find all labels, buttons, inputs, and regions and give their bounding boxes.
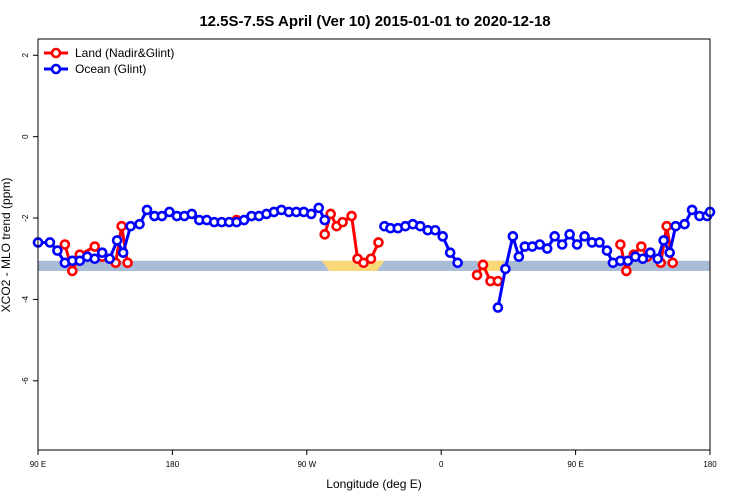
chart-title: 12.5S-7.5S April (Ver 10) 2015-01-01 to … — [199, 13, 550, 30]
ocean-point — [52, 245, 63, 256]
ocean-point — [492, 302, 504, 313]
ocean-point — [96, 247, 108, 258]
legend-label: Ocean (Glint) — [75, 62, 146, 76]
ocean-point — [601, 245, 613, 256]
y-axis: 2 0 -2 -4 -6 — [21, 53, 38, 385]
land-point — [67, 265, 78, 277]
series-layer — [32, 202, 716, 313]
ocean-point — [594, 237, 605, 248]
land-point — [346, 210, 357, 222]
x-tick-label: 0 — [439, 460, 444, 469]
x-tick-label: 90 E — [30, 460, 46, 469]
ocean-point — [74, 255, 86, 267]
land-point — [661, 220, 672, 232]
land-point — [373, 237, 384, 248]
land-point — [319, 229, 331, 240]
ocean-point — [670, 220, 681, 232]
ocean-point — [579, 231, 590, 242]
ocean-point — [452, 257, 463, 269]
ocean-point — [414, 220, 426, 232]
y-tick-label: -6 — [21, 377, 30, 385]
x-tick-label: 180 — [703, 460, 717, 469]
y-tick-label: 2 — [21, 53, 30, 58]
ocean-point — [117, 247, 129, 258]
ocean-point — [534, 239, 546, 250]
ocean-point — [134, 218, 145, 230]
ocean-point — [111, 235, 123, 246]
y-axis-label: XCO2 - MLO trend (ppm) — [0, 178, 13, 313]
land-point — [365, 253, 377, 265]
ocean-point — [658, 235, 670, 246]
ocean-point — [186, 208, 198, 220]
land-point — [636, 241, 647, 252]
land-point — [89, 241, 101, 252]
ocean-point — [622, 255, 634, 267]
ocean-point — [44, 237, 56, 248]
y-tick-label: -2 — [21, 214, 30, 222]
legend-item-land: Land (Nadir&Glint) — [44, 46, 174, 60]
ocean-point — [313, 202, 325, 214]
land-point — [358, 257, 369, 269]
ocean-point — [549, 231, 560, 242]
ocean-point — [686, 204, 698, 216]
land-point — [667, 257, 678, 269]
ocean-series — [32, 202, 716, 313]
ocean-point — [305, 208, 317, 220]
x-tick-label: 180 — [166, 460, 180, 469]
ocean-point — [238, 214, 250, 226]
ocean-point — [444, 247, 456, 258]
x-axis: 90 E 180 90 W 0 90 E 180 — [30, 450, 717, 469]
plot-frame — [37, 38, 711, 451]
land-point — [492, 275, 504, 287]
ocean-point — [652, 253, 664, 265]
x-axis-label: Longitude (deg E) — [326, 477, 421, 491]
ocean-point — [556, 239, 568, 250]
legend-marker — [50, 63, 62, 75]
ocean-point — [500, 263, 511, 275]
ocean-point — [637, 253, 649, 265]
legend: Land (Nadir&Glint) Ocean (Glint) — [44, 46, 174, 76]
land-point — [116, 220, 127, 232]
y-tick-label: -4 — [21, 295, 30, 303]
ocean-point — [507, 231, 519, 242]
ocean-point — [156, 210, 168, 222]
ocean-point — [541, 243, 553, 254]
legend-label: Land (Nadir&Glint) — [75, 46, 174, 60]
ocean-point — [89, 253, 101, 265]
ocean-point — [644, 247, 656, 258]
x-tick-label: 90 E — [567, 460, 583, 469]
land-point — [471, 269, 483, 281]
land-series — [59, 208, 678, 287]
ocean-point — [429, 224, 441, 236]
land-point — [337, 216, 348, 228]
ocean-point — [679, 218, 690, 230]
x-tick-label: 90 W — [297, 460, 316, 469]
ocean-point — [564, 229, 575, 240]
land-point — [615, 239, 626, 250]
ocean-point — [164, 206, 175, 218]
ocean-point — [104, 253, 115, 265]
ocean-point — [141, 204, 153, 216]
y-tick-label: 0 — [21, 134, 30, 139]
ocean-point — [571, 239, 583, 250]
ocean-point — [125, 220, 136, 232]
legend-item-ocean: Ocean (Glint) — [44, 62, 146, 76]
land-point — [59, 239, 71, 250]
land-point — [122, 257, 133, 269]
land-point — [477, 259, 489, 271]
land-reference-band — [321, 260, 385, 271]
ocean-point — [319, 214, 331, 226]
land-point — [325, 208, 336, 220]
ocean-point — [437, 231, 448, 242]
ocean-point — [664, 247, 675, 258]
ocean-point — [513, 251, 525, 263]
land-point — [621, 265, 632, 277]
legend-marker — [50, 47, 62, 59]
